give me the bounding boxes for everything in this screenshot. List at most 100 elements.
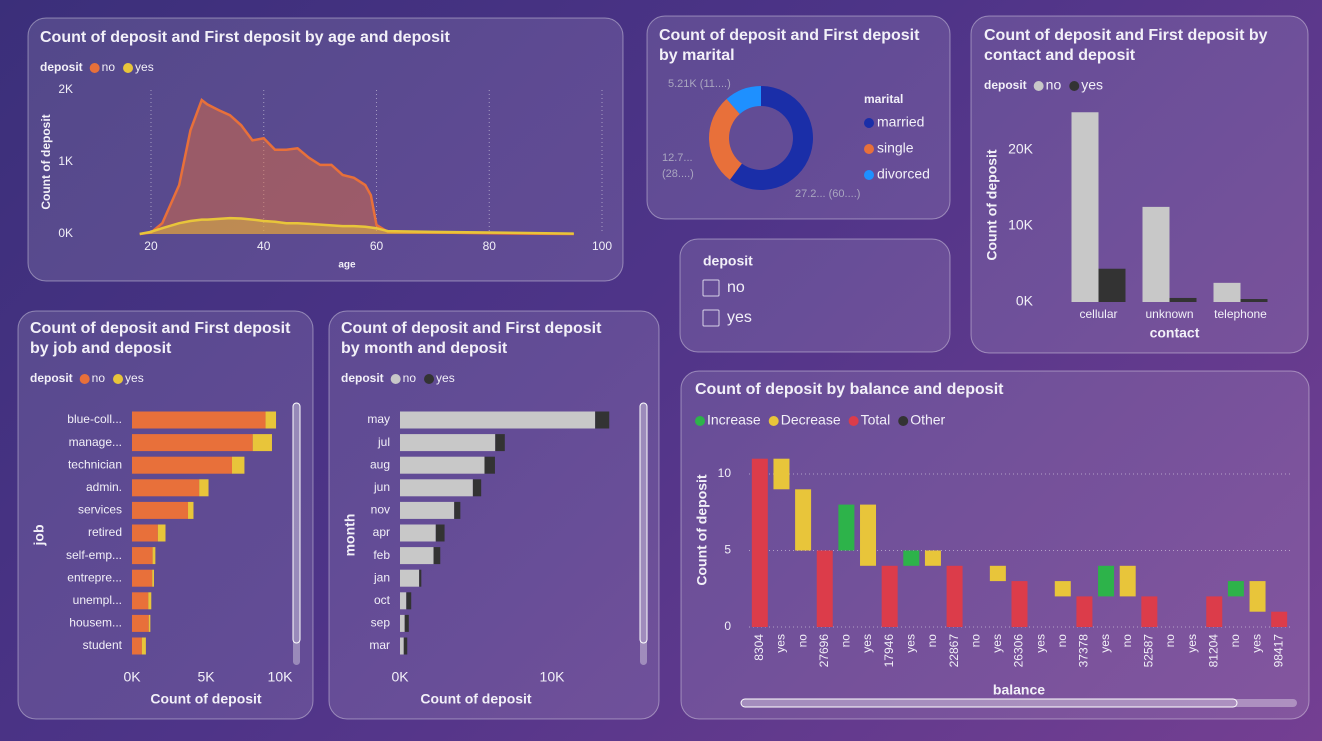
bar <box>472 479 482 497</box>
legend-label: single <box>877 140 914 156</box>
y-tick-label: feb <box>373 548 390 562</box>
y-tick-label: 10K <box>1008 217 1034 233</box>
checkbox[interactable] <box>702 309 720 327</box>
legend-marker <box>123 63 134 73</box>
y-tick-label: 0K <box>1016 293 1034 309</box>
x-tick-label: no <box>1163 634 1177 648</box>
slicer-title: deposit <box>703 253 753 269</box>
bar <box>484 456 495 474</box>
scroll-thumb[interactable] <box>292 402 301 644</box>
bar <box>419 569 422 587</box>
bar <box>141 637 146 655</box>
y-tick-label: 0K <box>58 226 73 240</box>
bar <box>132 434 253 452</box>
scrollbar[interactable] <box>640 403 647 665</box>
x-tick-label: 40 <box>257 239 271 253</box>
y-axis-title: Count of deposit <box>694 474 710 586</box>
bar <box>946 565 963 627</box>
y-tick-label: entrepre... <box>67 570 122 584</box>
y-tick-label: student <box>83 638 123 652</box>
x-tick-label: 52587 <box>1142 634 1156 668</box>
bar <box>1076 596 1093 627</box>
legend-label: Other <box>910 412 945 428</box>
y-tick-label: 10 <box>718 466 732 480</box>
x-tick-label: 27696 <box>817 634 831 668</box>
x-tick-label: 5K <box>197 669 215 685</box>
bar <box>816 550 833 627</box>
x-tick-label: yes <box>1185 634 1199 653</box>
y-tick-label: jul <box>377 435 390 449</box>
legend-marker <box>79 374 90 384</box>
x-tick-label: yes <box>903 634 917 653</box>
bar <box>400 524 436 542</box>
bar <box>188 501 194 519</box>
y-axis-title: Count of deposit <box>984 149 1000 261</box>
bar <box>1098 268 1126 302</box>
legend-label: Total <box>861 412 891 428</box>
x-tick-label: 8304 <box>752 634 766 661</box>
bar <box>400 569 420 587</box>
y-axis-title: job <box>31 525 47 547</box>
bar <box>403 637 408 655</box>
donut-slice <box>709 99 742 180</box>
y-tick-label: 2K <box>58 82 73 96</box>
legend-label: no <box>403 371 417 385</box>
bar <box>881 565 898 627</box>
bar <box>406 592 412 610</box>
slicer-item[interactable]: no <box>727 279 745 296</box>
x-tick-label: yes <box>990 634 1004 653</box>
scrollbar[interactable] <box>293 403 300 665</box>
bar <box>199 479 209 497</box>
y-tick-label: jan <box>373 570 390 584</box>
y-tick-label: unempl... <box>73 593 122 607</box>
legend-marker <box>848 416 859 426</box>
x-tick-label: yes <box>1098 634 1112 653</box>
bar <box>132 592 149 610</box>
chart-title: Count of deposit and First deposit by ma… <box>659 27 924 64</box>
y-tick-label: 0 <box>724 619 731 633</box>
y-tick-label: mar <box>369 638 390 652</box>
bar <box>1206 596 1223 627</box>
legend-title: deposit <box>30 371 73 385</box>
y-tick-label: retired <box>88 525 122 539</box>
area-fill <box>139 100 574 234</box>
bar <box>132 501 189 519</box>
bar <box>989 565 1006 582</box>
x-axis-title: Count of deposit <box>420 691 532 707</box>
y-tick-label: 20K <box>1008 140 1034 156</box>
bar <box>454 501 461 519</box>
x-tick-label: no <box>1228 634 1242 648</box>
scrollbar[interactable] <box>741 699 1297 707</box>
bar <box>903 550 920 566</box>
y-tick-label: manage... <box>69 435 122 449</box>
scroll-thumb[interactable] <box>740 698 1238 708</box>
scroll-thumb[interactable] <box>639 402 648 644</box>
legend-label: no <box>102 60 116 74</box>
bar <box>400 592 407 610</box>
bar <box>400 501 455 519</box>
legend-title: marital <box>864 92 903 106</box>
bar <box>1142 206 1170 302</box>
legend-label: no <box>92 371 106 385</box>
x-tick-label: 0K <box>123 669 141 685</box>
panel <box>27 17 624 282</box>
bar <box>773 458 790 490</box>
y-tick-label: blue-coll... <box>67 412 122 426</box>
bar <box>400 434 496 452</box>
slicer-item[interactable]: yes <box>727 309 752 326</box>
bar <box>1098 565 1115 597</box>
bar <box>1119 565 1136 597</box>
legend-label: Decrease <box>781 412 841 428</box>
checkbox[interactable] <box>702 279 720 297</box>
y-tick-label: technician <box>68 457 122 471</box>
y-tick-label: services <box>78 503 122 517</box>
legend-marker <box>1069 81 1080 91</box>
legend-marker <box>424 374 435 384</box>
chart-title: Count of deposit by balance and deposit <box>695 381 1004 398</box>
x-tick-label: unknown <box>1145 307 1193 321</box>
x-tick-label: 10K <box>540 669 566 685</box>
legend-marker <box>898 416 909 426</box>
legend-marker <box>113 374 124 384</box>
data-label: 5.21K (11....) <box>668 78 731 90</box>
bar <box>433 547 441 565</box>
